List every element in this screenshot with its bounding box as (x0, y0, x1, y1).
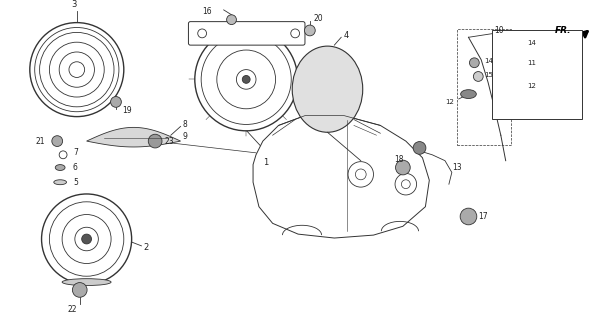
Circle shape (30, 23, 124, 116)
Text: 2: 2 (144, 243, 148, 252)
Circle shape (59, 52, 95, 87)
Circle shape (50, 202, 124, 276)
Circle shape (52, 136, 62, 147)
Circle shape (82, 234, 92, 244)
Text: 9: 9 (182, 132, 187, 141)
Text: 20: 20 (314, 14, 324, 23)
Circle shape (42, 194, 132, 284)
Circle shape (198, 29, 207, 38)
Circle shape (304, 25, 315, 36)
Circle shape (148, 134, 162, 148)
Text: 4: 4 (343, 31, 348, 40)
Ellipse shape (55, 164, 65, 171)
Circle shape (50, 42, 104, 97)
Text: FR.: FR. (554, 26, 571, 36)
Text: 12: 12 (527, 83, 536, 89)
Ellipse shape (62, 279, 111, 285)
Circle shape (355, 169, 366, 180)
Ellipse shape (497, 57, 518, 68)
Circle shape (348, 162, 373, 187)
Ellipse shape (501, 59, 514, 66)
Bar (457, 29, 511, 145)
Circle shape (59, 151, 67, 159)
Circle shape (62, 214, 111, 263)
Text: 1: 1 (263, 158, 268, 167)
Circle shape (110, 97, 121, 107)
Text: 10: 10 (494, 26, 504, 35)
Text: 14: 14 (527, 40, 536, 46)
Text: 19: 19 (122, 106, 132, 115)
Text: 23: 23 (165, 137, 175, 146)
Text: 8: 8 (182, 120, 187, 129)
Ellipse shape (242, 76, 250, 83)
Text: 3: 3 (71, 1, 76, 10)
Circle shape (291, 29, 299, 38)
Polygon shape (87, 127, 181, 147)
Ellipse shape (500, 82, 516, 90)
Circle shape (39, 32, 114, 107)
Text: 6: 6 (73, 163, 78, 172)
Circle shape (470, 58, 479, 68)
Ellipse shape (195, 28, 298, 131)
Text: 7: 7 (73, 148, 78, 157)
Ellipse shape (217, 50, 276, 109)
Ellipse shape (495, 79, 521, 93)
Circle shape (75, 227, 98, 251)
Ellipse shape (54, 180, 67, 185)
Text: 11: 11 (527, 60, 536, 66)
Bar (492, 30, 582, 119)
Circle shape (395, 173, 416, 195)
Ellipse shape (461, 90, 476, 99)
Ellipse shape (236, 70, 256, 89)
Text: 13: 13 (452, 163, 461, 172)
Ellipse shape (292, 46, 363, 132)
Text: 18: 18 (394, 155, 404, 164)
Circle shape (460, 208, 477, 225)
Circle shape (227, 15, 236, 25)
Text: 16: 16 (202, 7, 211, 16)
Circle shape (69, 62, 85, 77)
Text: 14: 14 (484, 58, 493, 64)
Circle shape (396, 160, 410, 175)
Text: 12: 12 (445, 99, 454, 105)
Ellipse shape (201, 34, 291, 124)
Circle shape (473, 72, 483, 81)
Circle shape (35, 28, 119, 112)
FancyBboxPatch shape (188, 22, 305, 45)
Circle shape (401, 180, 410, 188)
Text: 5: 5 (73, 178, 78, 187)
Text: 21: 21 (36, 137, 45, 146)
Text: 17: 17 (478, 212, 488, 221)
Text: 22: 22 (67, 305, 76, 314)
Text: 15: 15 (484, 71, 493, 77)
Circle shape (413, 141, 426, 154)
Polygon shape (253, 116, 429, 238)
Circle shape (501, 39, 510, 48)
Circle shape (72, 283, 87, 297)
